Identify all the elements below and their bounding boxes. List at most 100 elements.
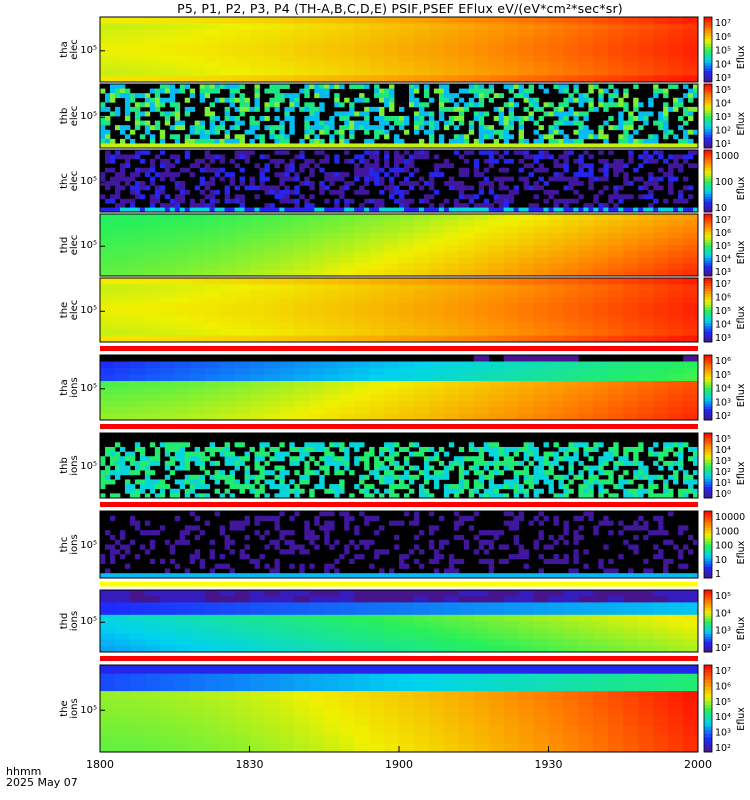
heatmap-cell (214, 167, 220, 173)
heatmap-cell (169, 558, 176, 565)
heatmap-cell (578, 97, 584, 103)
heatmap-cell (528, 88, 534, 94)
heatmap-cell (548, 125, 554, 131)
heatmap-cell (678, 563, 684, 569)
heatmap-cell (458, 460, 465, 466)
heatmap-cell (234, 361, 250, 369)
heatmap-cell (458, 310, 475, 317)
heatmap-cell (144, 269, 161, 277)
heatmap-cell (413, 322, 430, 330)
heatmap-cell (518, 125, 524, 131)
heatmap-cell (384, 316, 400, 324)
heatmap-cell (314, 88, 320, 94)
heatmap-cell (688, 185, 694, 191)
heatmap-cell (354, 400, 370, 408)
heatmap-cell (563, 451, 569, 457)
heatmap-cell (443, 488, 450, 494)
heatmap-cell (488, 303, 505, 311)
heatmap-cell (403, 474, 410, 480)
heatmap-cell (164, 163, 171, 169)
heatmap-cell (139, 194, 146, 200)
heatmap-cell (309, 138, 315, 144)
heatmap-cell (448, 554, 455, 560)
heatmap-cell (583, 125, 589, 131)
heatmap-cell (473, 488, 480, 494)
heatmap-cell (533, 214, 549, 221)
heatmap-cell (204, 194, 211, 200)
heatmap-cell (379, 525, 385, 531)
heatmap-cell (114, 493, 121, 499)
heatmap-cell (304, 143, 310, 149)
heatmap-cell (653, 394, 669, 401)
colorbar-segment (704, 376, 712, 380)
heatmap-cell (518, 446, 524, 452)
heatmap-cell (683, 245, 699, 252)
heatmap-cell (309, 125, 315, 131)
heatmap-cell (289, 163, 295, 169)
heatmap-cell (443, 93, 450, 99)
heatmap-cell (234, 387, 250, 395)
heatmap-cell (114, 442, 121, 448)
heatmap-cell (369, 368, 385, 375)
heatmap-cell (184, 479, 191, 485)
heatmap-cell (234, 297, 250, 304)
heatmap-cell (678, 143, 684, 149)
colorbar-segment (704, 357, 712, 361)
heatmap-cell (174, 400, 191, 408)
heatmap-cell (384, 278, 400, 285)
heatmap-cell (269, 573, 275, 579)
heatmap-cell (209, 102, 216, 108)
heatmap-cell (413, 207, 420, 213)
heatmap-cell (134, 167, 141, 173)
heatmap-cell (428, 97, 435, 103)
heatmap-cell (124, 207, 131, 213)
heatmap-cell (653, 374, 669, 382)
heatmap-cell (354, 172, 360, 177)
heatmap-cell (518, 316, 534, 324)
heatmap-cell (144, 530, 151, 536)
heatmap-cell (603, 460, 609, 466)
heatmap-cell (583, 446, 589, 452)
heatmap-cell (538, 125, 544, 131)
heatmap-cell (159, 394, 176, 401)
heatmap-cell (139, 460, 146, 466)
heatmap-cell (488, 563, 495, 569)
heatmap-cell (603, 106, 609, 112)
heatmap-cell (329, 116, 335, 121)
heatmap-cell (249, 36, 265, 44)
heatmap-cell (399, 69, 415, 76)
heatmap-cell (503, 36, 519, 44)
heatmap-cell (179, 167, 186, 173)
heatmap-cell (209, 167, 216, 173)
heatmap-cell (189, 232, 206, 240)
heatmap-cell (199, 493, 206, 499)
heatmap-cell (453, 534, 460, 541)
heatmap-cell (653, 62, 669, 70)
heatmap-cell (453, 484, 460, 490)
colorbar-segment (704, 449, 712, 453)
heatmap-cell (538, 138, 544, 144)
heatmap-cell (623, 134, 629, 140)
heatmap-cell (279, 93, 285, 99)
heatmap-cell (219, 530, 225, 536)
heatmap-cell (339, 232, 355, 240)
heatmap-cell (274, 573, 280, 579)
heatmap-cell (593, 335, 609, 343)
heatmap-cell (593, 220, 609, 227)
heatmap-cell (658, 120, 664, 126)
heatmap-cell (668, 488, 674, 494)
heatmap-cell (259, 207, 265, 213)
heatmap-cell (184, 189, 191, 195)
heatmap-cell (149, 158, 156, 164)
heatmap-cell (623, 539, 629, 545)
colorbar-segment (704, 564, 712, 568)
heatmap-cell (488, 451, 495, 457)
heatmap-cell (578, 278, 594, 285)
heatmap-cell (389, 125, 395, 131)
heatmap-cell (498, 446, 505, 452)
heatmap-cell (493, 534, 500, 541)
heatmap-cell (219, 269, 235, 277)
heatmap-cell (189, 220, 206, 227)
heatmap-cell (299, 544, 305, 550)
heatmap-cell (349, 539, 355, 545)
